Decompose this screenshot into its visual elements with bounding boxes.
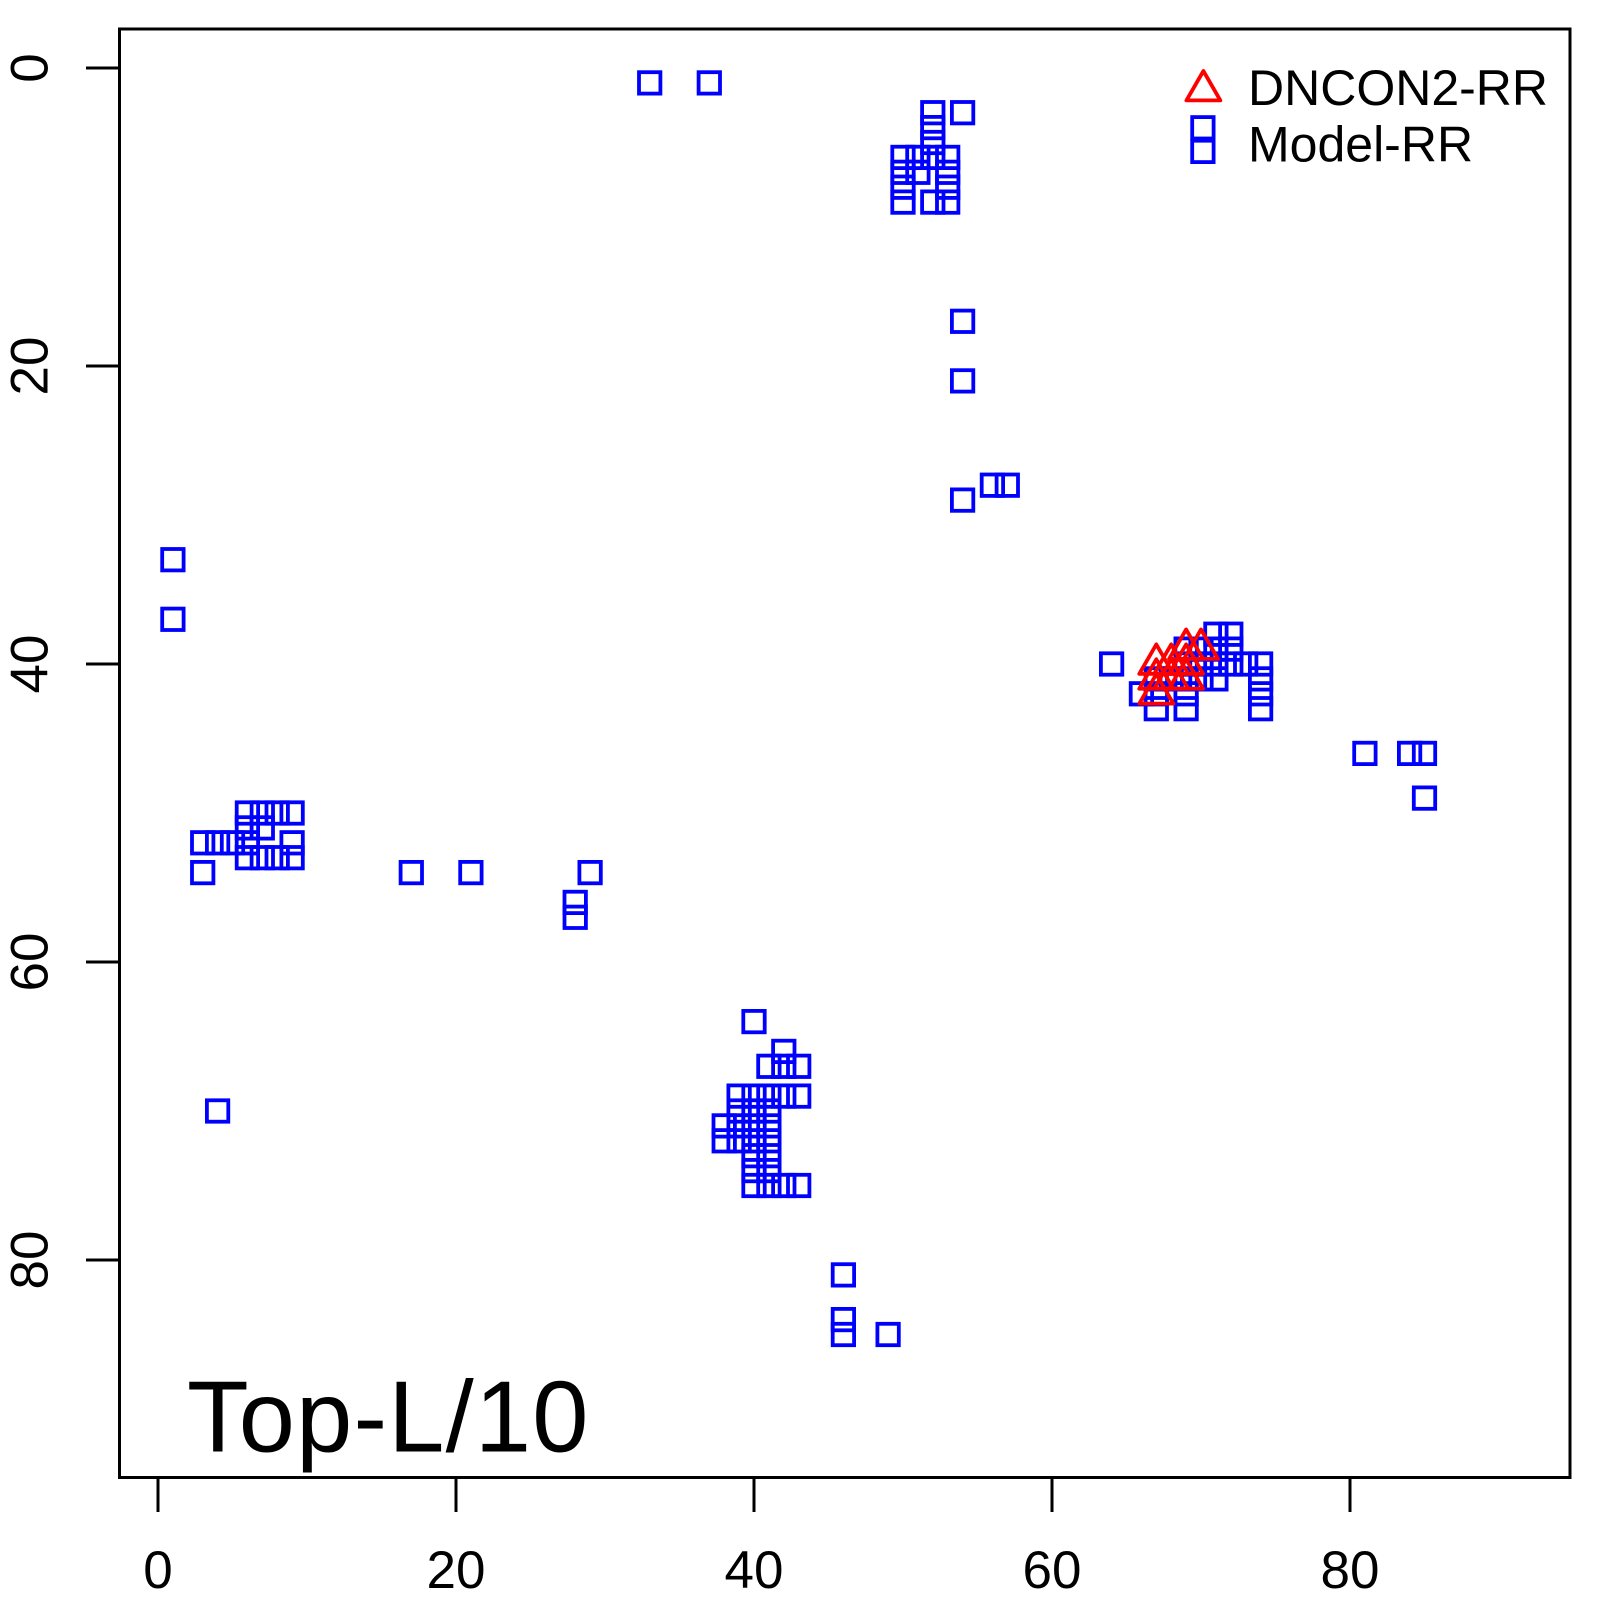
svg-text:60: 60 xyxy=(1,933,60,992)
svg-text:DNCON2-RR: DNCON2-RR xyxy=(1248,60,1548,116)
svg-text:40: 40 xyxy=(725,1541,784,1600)
svg-text:Model-RR: Model-RR xyxy=(1248,117,1473,173)
svg-text:0: 0 xyxy=(1,53,60,82)
svg-text:80: 80 xyxy=(1,1231,60,1290)
svg-text:60: 60 xyxy=(1023,1541,1082,1600)
svg-text:40: 40 xyxy=(1,635,60,694)
svg-text:0: 0 xyxy=(143,1541,172,1600)
svg-text:Top-L/10: Top-L/10 xyxy=(187,1362,590,1474)
svg-text:20: 20 xyxy=(427,1541,486,1600)
svg-text:80: 80 xyxy=(1321,1541,1380,1600)
svg-text:20: 20 xyxy=(1,337,60,396)
